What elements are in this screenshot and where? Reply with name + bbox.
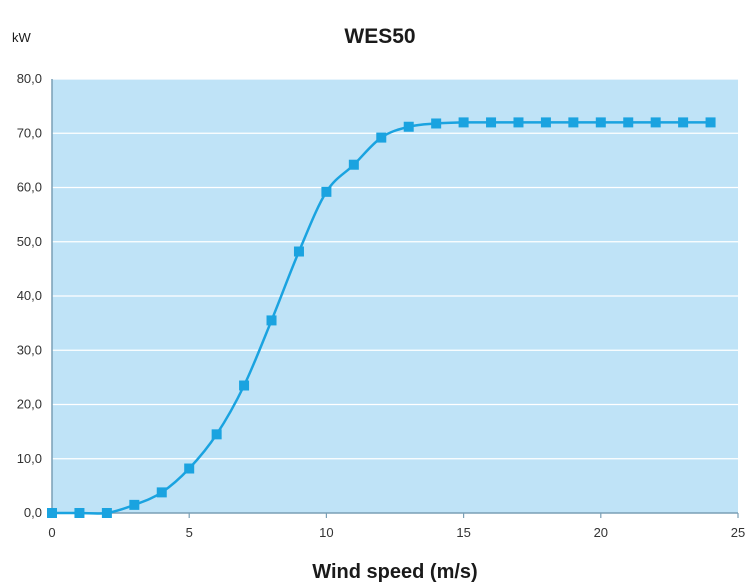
data-point	[376, 132, 387, 143]
x-axis-ticks: 0 5 10 15 20 25	[48, 513, 745, 540]
x-tick-label: 15	[456, 525, 470, 540]
data-point	[184, 463, 195, 474]
y-tick-label: 70,0	[17, 125, 42, 140]
y-tick-label: 0,0	[24, 505, 42, 520]
data-point	[650, 117, 661, 128]
data-point	[211, 429, 222, 440]
x-tick-label: 10	[319, 525, 333, 540]
data-point	[623, 117, 634, 128]
x-tick-label: 25	[731, 525, 745, 540]
data-point	[129, 499, 140, 510]
y-tick-label: 60,0	[17, 180, 42, 195]
y-tick-label: 80,0	[17, 71, 42, 86]
x-tick-label: 5	[186, 525, 193, 540]
data-point	[101, 508, 112, 518]
data-point	[705, 117, 716, 128]
y-tick-label: 30,0	[17, 342, 42, 357]
data-point	[595, 117, 606, 128]
data-point	[513, 117, 524, 128]
y-tick-label: 40,0	[17, 288, 42, 303]
x-tick-label: 20	[594, 525, 608, 540]
gridlines	[52, 78, 738, 460]
y-tick-label: 50,0	[17, 234, 42, 249]
data-point	[74, 508, 85, 518]
y-axis-ticks: 0,0 10,0 20,0 30,0 40,0 50,0 60,0 70,0 80,0	[17, 71, 42, 520]
data-point	[156, 487, 167, 498]
data-point	[458, 117, 469, 128]
data-point	[486, 117, 497, 128]
y-tick-label: 20,0	[17, 397, 42, 412]
data-point	[540, 117, 551, 128]
data-point	[678, 117, 689, 128]
data-point	[239, 380, 250, 391]
chart-title: WES50	[344, 25, 415, 48]
y-tick-label: 10,0	[17, 451, 42, 466]
x-axis-title: Wind speed (m/s)	[312, 561, 477, 583]
data-point	[321, 186, 332, 197]
data-point	[568, 117, 579, 128]
data-point	[431, 118, 442, 129]
data-point	[47, 508, 57, 518]
data-point	[348, 159, 359, 170]
series-points	[47, 117, 716, 518]
data-point	[266, 315, 277, 326]
y-axis-unit-label: kW	[12, 30, 32, 45]
data-point	[403, 121, 414, 132]
x-tick-label: 0	[48, 525, 55, 540]
data-point	[293, 246, 304, 257]
